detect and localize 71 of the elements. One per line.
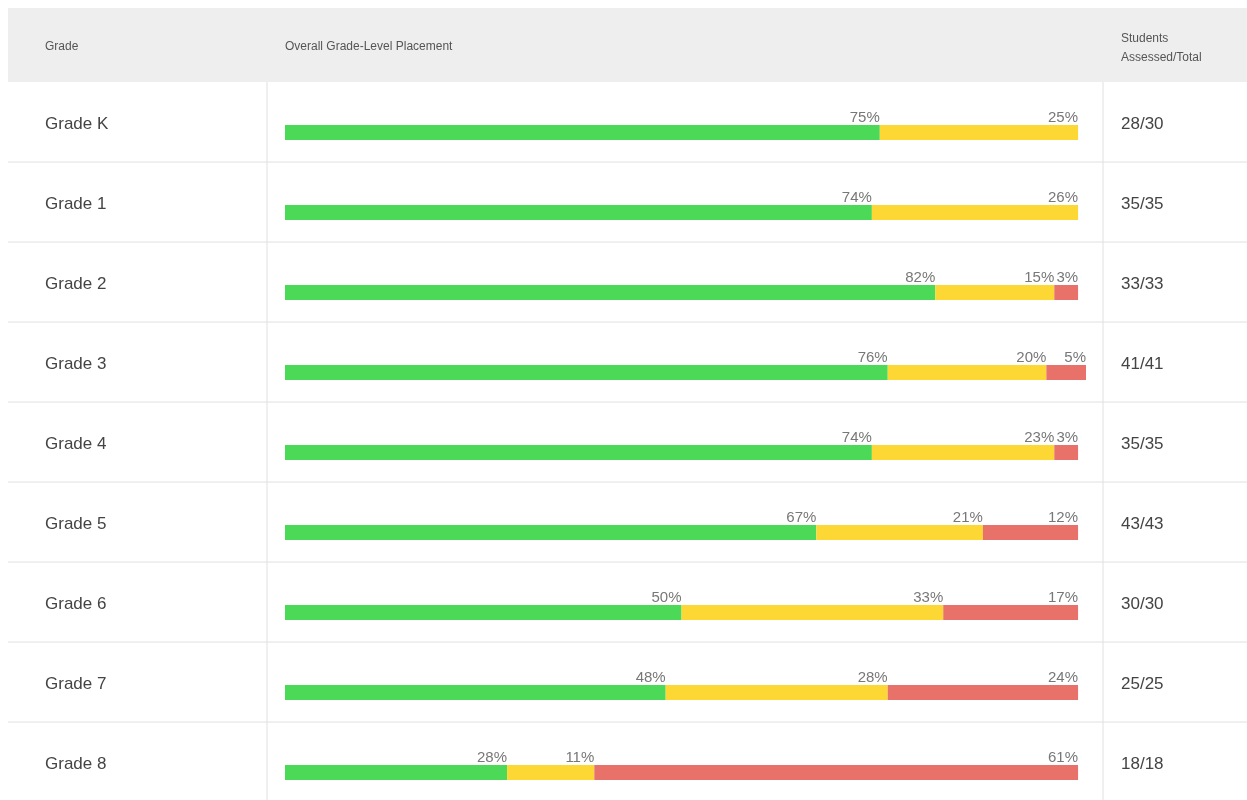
text: 18/18 [1121, 754, 1164, 773]
text: 30/30 [1121, 594, 1164, 613]
bar [879, 125, 1079, 140]
bar [285, 125, 880, 140]
bar [285, 765, 508, 780]
text: 28/30 [1121, 114, 1164, 133]
bar [285, 445, 872, 460]
data-label: 28% [857, 668, 888, 685]
data-label: 26% [1048, 188, 1079, 205]
data-label: 15% [1024, 268, 1055, 285]
data-label: 61% [1048, 748, 1079, 765]
bar [665, 685, 888, 700]
bar [594, 765, 1079, 780]
bar [285, 205, 872, 220]
y-tick-label: Grade 5 [45, 514, 107, 533]
text: 41/41 [1121, 354, 1164, 373]
y-tick-label: Grade 7 [45, 674, 107, 693]
data-label: 24% [1048, 668, 1079, 685]
bar [1054, 285, 1079, 300]
y-tick-label: Grade 8 [45, 754, 107, 773]
y-tick-label: Grade K [45, 114, 109, 133]
y-tick-label: Grade 1 [45, 194, 107, 213]
data-label: 17% [1048, 588, 1079, 605]
bar [285, 605, 682, 620]
bar [935, 285, 1055, 300]
text: 35/35 [1121, 434, 1164, 453]
data-label: 23% [1024, 428, 1055, 445]
data-label: 75% [849, 108, 880, 125]
bar [285, 365, 888, 380]
bar [982, 525, 1079, 540]
bar [681, 605, 944, 620]
bar [943, 605, 1079, 620]
y-tick-label: Grade 2 [45, 274, 107, 293]
y-tick-label: Grade 4 [45, 434, 107, 453]
bar [285, 685, 666, 700]
data-label: 25% [1048, 108, 1079, 125]
bar [1046, 365, 1086, 380]
data-label: 3% [1056, 268, 1079, 285]
text: 25/25 [1121, 674, 1164, 693]
y-tick-label: Grade 3 [45, 354, 107, 373]
data-label: 67% [786, 508, 817, 525]
bar [1054, 445, 1079, 460]
text: 43/43 [1121, 514, 1164, 533]
data-label: 5% [1064, 348, 1086, 365]
data-label: 76% [857, 348, 888, 365]
data-label: 3% [1056, 428, 1079, 445]
text: 35/35 [1121, 194, 1164, 213]
y-tick-label: Grade 6 [45, 594, 107, 613]
y-axis-title: Grade [45, 39, 79, 53]
bar [816, 525, 983, 540]
data-label: 12% [1048, 508, 1079, 525]
data-label: 50% [651, 588, 682, 605]
text: 33/33 [1121, 274, 1164, 293]
bar [887, 685, 1079, 700]
data-label: 11% [565, 748, 595, 765]
data-label: 82% [905, 268, 936, 285]
data-label: 74% [841, 428, 872, 445]
data-label: 28% [477, 748, 508, 765]
bar [285, 525, 817, 540]
data-label: 33% [913, 588, 944, 605]
y2-axis-title: Students Assessed/Total [1121, 31, 1202, 64]
bar [285, 285, 936, 300]
data-label: 20% [1016, 348, 1047, 365]
x-axis-title: Overall Grade-Level Placement [285, 39, 454, 53]
data-label: 21% [952, 508, 983, 525]
bar [871, 205, 1079, 220]
bar [887, 365, 1047, 380]
bar [507, 765, 595, 780]
bar [871, 445, 1055, 460]
data-label: 48% [635, 668, 666, 685]
data-label: 74% [841, 188, 872, 205]
